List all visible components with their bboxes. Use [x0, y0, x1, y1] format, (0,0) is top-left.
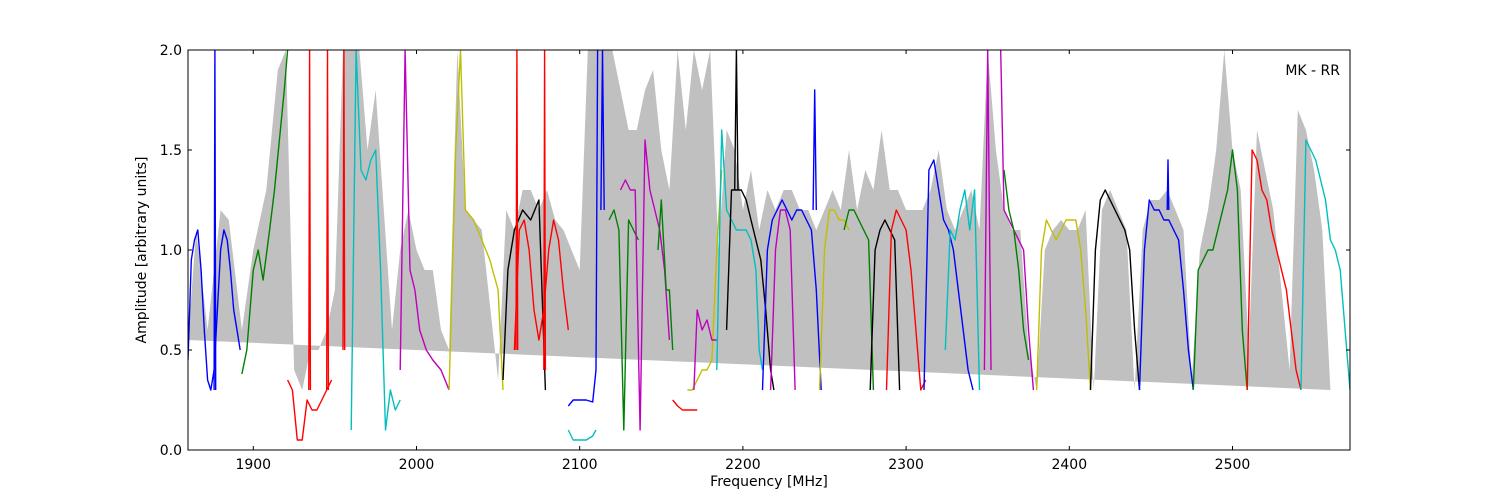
- x-tick-label: 2500: [1215, 457, 1251, 473]
- series-line-33: [923, 159, 974, 391]
- series-line-12: [515, 50, 519, 351]
- series-line-2: [241, 50, 289, 375]
- series-line-22: [693, 309, 717, 391]
- series-line-38: [1036, 219, 1092, 391]
- series-line-18: [619, 139, 671, 431]
- series-line-5: [326, 50, 330, 391]
- series-line-3: [286, 379, 333, 441]
- x-tick-label: 2000: [399, 457, 435, 473]
- y-tick-label: 2.0: [160, 43, 182, 59]
- series-line-7: [350, 50, 401, 431]
- x-tick-label: 2400: [1051, 457, 1087, 473]
- series-line-43: [1246, 149, 1302, 391]
- series-line-41: [1166, 159, 1170, 211]
- series-line-30: [843, 209, 875, 391]
- series-line-31: [869, 219, 901, 391]
- series-line-28: [812, 89, 817, 211]
- series-line-20: [672, 399, 698, 411]
- background-envelope: [188, 50, 1331, 390]
- y-tick-label: 0.5: [160, 343, 182, 359]
- series-line-17: [608, 209, 640, 431]
- series-line-11: [513, 219, 569, 351]
- y-axis: 0.0 0.5 1.0 1.5 2.0: [160, 43, 1350, 459]
- x-tick-label: 2100: [562, 457, 598, 473]
- series-line-29: [818, 209, 850, 391]
- series-line-25: [734, 50, 739, 191]
- series-line-9: [448, 50, 504, 391]
- background-band: [188, 50, 1331, 390]
- series-line-36: [1000, 50, 1035, 391]
- chart-annotation: MK - RR: [1285, 63, 1340, 79]
- series-line-8: [399, 50, 450, 391]
- series-line-27: [769, 209, 796, 391]
- series-line-19: [657, 199, 674, 351]
- series-line-32: [885, 209, 927, 391]
- series-line-4: [308, 50, 312, 391]
- series-line-35: [983, 50, 992, 371]
- y-tick-label: 1.5: [160, 143, 182, 159]
- series-line-42: [1192, 149, 1248, 391]
- y-axis-title: Amplitude [arbitrary units]: [134, 157, 150, 344]
- x-tick-label: 2300: [888, 457, 924, 473]
- series-line-34: [944, 189, 981, 391]
- x-axis-title: Frequency [MHz]: [710, 474, 828, 490]
- series-line-1: [213, 50, 217, 391]
- series-line-37: [1003, 169, 1030, 361]
- series-line-15: [567, 429, 597, 441]
- series-line-26: [761, 199, 822, 391]
- series-line-21: [687, 169, 723, 391]
- series-layer: [188, 50, 1350, 441]
- series-line-44: [1300, 139, 1350, 391]
- y-tick-label: 0.0: [160, 443, 182, 459]
- y-tick-label: 1.0: [160, 243, 182, 259]
- series-line-16: [600, 50, 605, 211]
- series-line-10: [502, 199, 547, 391]
- series-line-13: [543, 50, 547, 371]
- x-tick-label: 2200: [725, 457, 761, 473]
- x-axis: 1900 2000 2100 2200 2300 2400 2500: [235, 50, 1250, 473]
- series-line-14: [567, 50, 599, 407]
- x-tick-label: 1900: [235, 457, 271, 473]
- series-line-23: [716, 129, 764, 371]
- series-line-6: [342, 50, 346, 351]
- series-line-40: [1138, 199, 1194, 391]
- series-line-39: [1089, 189, 1141, 391]
